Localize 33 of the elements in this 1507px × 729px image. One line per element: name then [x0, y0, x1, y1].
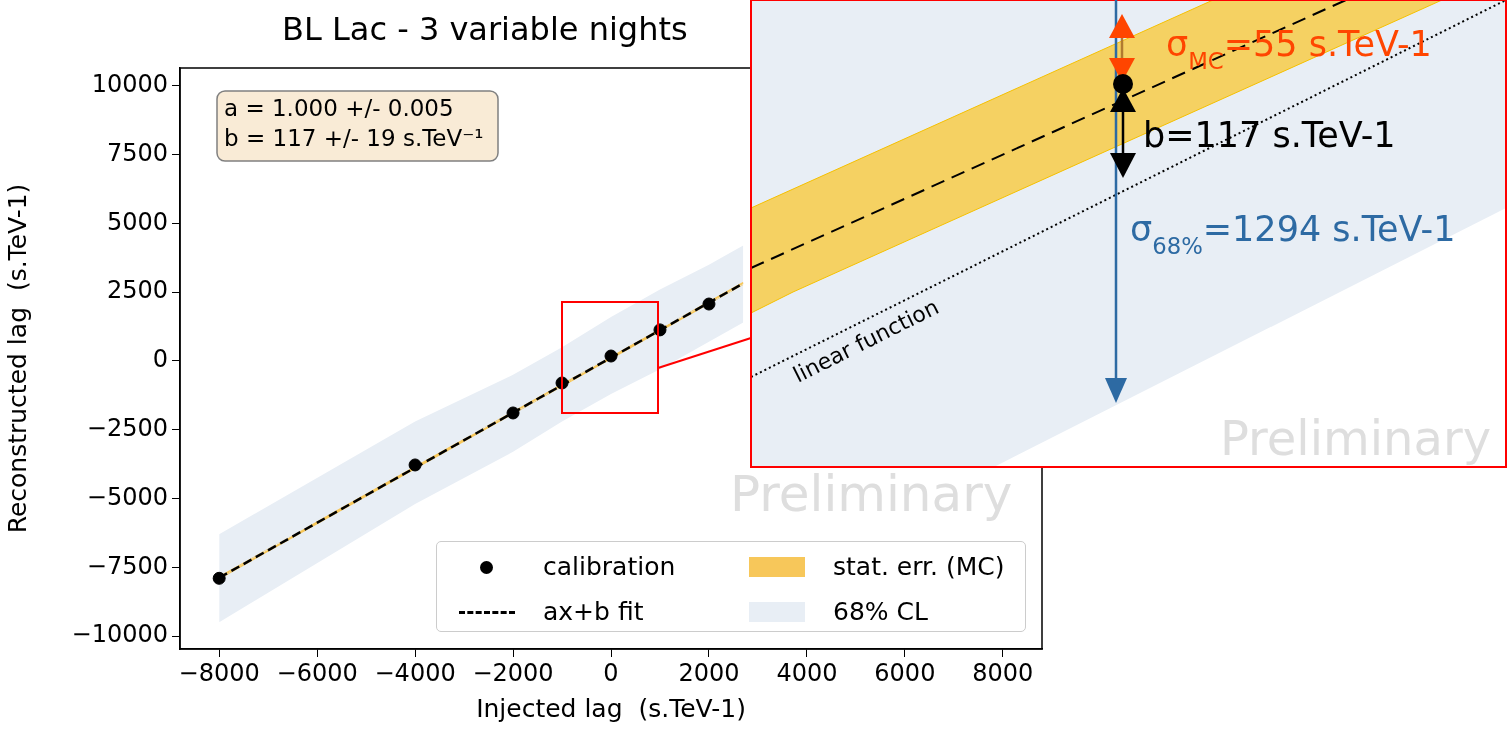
annotation: b = 117 +/- 19 s.TeV⁻¹: [224, 124, 484, 151]
annotation: a = 1.000 +/- 0.005: [224, 94, 454, 121]
legend-label: calibration: [543, 552, 676, 581]
point: [604, 349, 618, 363]
y-tick-label: 2500: [106, 276, 168, 305]
x-tick-label: −4000: [374, 658, 456, 687]
point: [212, 571, 226, 585]
y-tick-label: −7500: [86, 551, 168, 580]
chart-title: BL Lac - 3 variable nights: [282, 10, 688, 48]
legend-label: stat. err. (MC): [833, 552, 1005, 581]
y-tick-label: 5000: [106, 207, 168, 236]
legend-label: 68% CL: [833, 597, 928, 626]
x-tick-label: 4000: [776, 658, 838, 687]
x-tick-label: 2000: [678, 658, 740, 687]
x-tick-label: 0: [603, 658, 619, 687]
y-tick-label: −2500: [86, 413, 168, 442]
point: [408, 458, 422, 472]
y-axis-title: Reconstructed lag (s.TeV-1): [2, 183, 32, 534]
y-tick-label: −10000: [71, 620, 168, 649]
x-axis-title: Injected lag (s.TeV-1): [476, 693, 746, 723]
x-tick-label: 8000: [972, 658, 1034, 687]
legend-label: ax+b fit: [543, 597, 644, 626]
x-tick-label: −2000: [472, 658, 554, 687]
x-tick-label: −6000: [276, 658, 358, 687]
y-tick-label: 7500: [106, 138, 168, 167]
y-tick-label: 10000: [91, 70, 168, 99]
point: [506, 406, 520, 420]
y-tick-label: −5000: [86, 482, 168, 511]
text: σ$_{68%}$=1294 s.TeV-1: [1130, 209, 1456, 259]
y-tick-label: 0: [152, 345, 168, 374]
x-tick-label: 6000: [874, 658, 936, 687]
x-tick-label: −8000: [178, 658, 260, 687]
point: [702, 297, 716, 311]
